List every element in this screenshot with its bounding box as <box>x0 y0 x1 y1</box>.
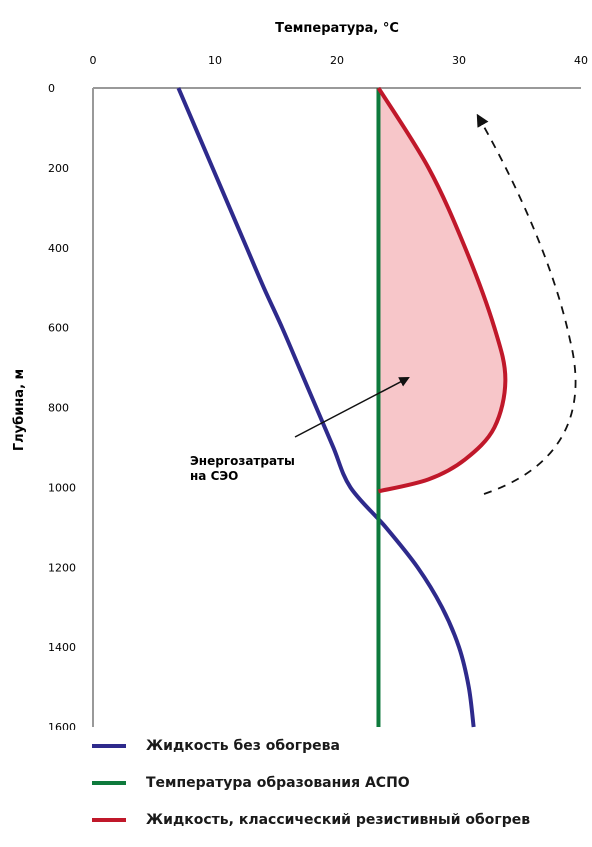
x-tick-label: 0 <box>90 54 97 67</box>
x-tick-labels: 0 10 20 30 40 <box>90 54 589 67</box>
temperature-depth-chart: Температура, °C Глубина, м 0 10 20 30 40 0 20… <box>12 21 589 730</box>
series-resistive-heating-line <box>376 86 508 494</box>
y-tick-label: 600 <box>48 322 69 335</box>
y-axis-label: Глубина, м <box>12 369 27 451</box>
annotation-energy-line1: Энергозатраты <box>190 454 295 468</box>
energy-cost-area <box>378 88 506 492</box>
x-tick-label: 40 <box>574 54 588 67</box>
legend-label-no-heating: Жидкость без обогрева <box>146 738 340 754</box>
x-tick-label: 30 <box>452 54 466 67</box>
y-tick-label: 800 <box>48 402 69 415</box>
axes <box>92 87 581 727</box>
y-tick-label: 200 <box>48 162 69 175</box>
legend-item-no-heating: Жидкость без обогрева <box>92 736 530 756</box>
y-tick-label: 0 <box>48 82 55 95</box>
series-lines <box>176 86 508 728</box>
x-tick-label: 10 <box>208 54 222 67</box>
legend-swatch-no-heating <box>92 744 126 748</box>
x-tick-label: 20 <box>330 54 344 67</box>
y-tick-label: 1000 <box>48 481 76 494</box>
legend-label-wax-temperature: Температура образования АСПО <box>146 775 410 791</box>
chart-title: Температура, °C <box>275 21 399 36</box>
legend-swatch-resistive-heating <box>92 818 126 822</box>
legend-item-resistive-heating: Жидкость, классический резистивный обогр… <box>92 810 530 830</box>
series-no-heating-line <box>176 87 476 728</box>
y-tick-label: 1400 <box>48 641 76 654</box>
legend-item-wax-temperature: Температура образования АСПО <box>92 773 530 793</box>
energy-area <box>378 88 506 492</box>
y-tick-label: 400 <box>48 242 69 255</box>
annotations: Энергозатраты на СЭО <box>190 113 577 495</box>
legend-label-resistive-heating: Жидкость, классический резистивный обогр… <box>146 812 531 828</box>
annotation-energy-line2: на СЭО <box>190 469 238 483</box>
y-tick-label: 1200 <box>48 561 76 574</box>
annotation-arrow <box>294 377 410 438</box>
dashed-flow-arrow <box>476 113 577 495</box>
y-tick-labels: 0 200 400 600 800 1000 1200 1400 1600 <box>48 82 76 730</box>
legend-swatch-wax-temperature <box>92 781 126 785</box>
legend: Жидкость без обогрева Температура образо… <box>92 736 530 847</box>
y-tick-label: 1600 <box>48 721 76 730</box>
